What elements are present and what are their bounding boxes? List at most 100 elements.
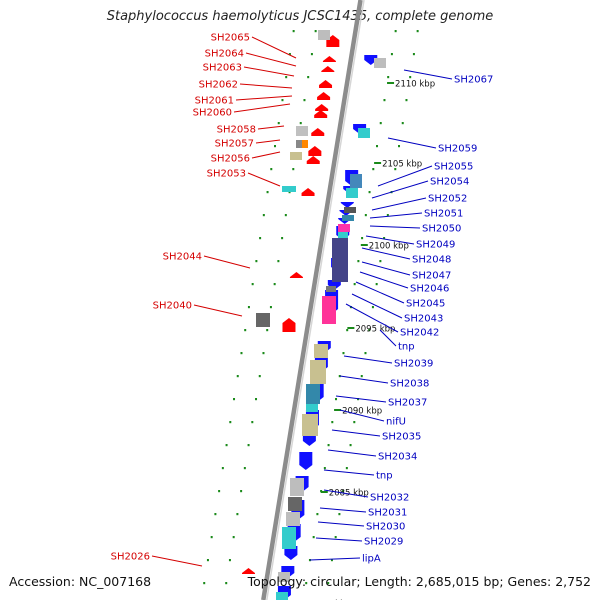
gene-feature-block	[358, 128, 370, 138]
reverse-gene-label-leader	[371, 180, 429, 199]
outer-track-left-dot	[225, 444, 228, 447]
reverse-gene-label: SH2042	[400, 328, 439, 339]
outer-track-left-dot	[210, 536, 213, 539]
reverse-gene-label-leader	[339, 375, 389, 384]
inner-track-left-dot	[243, 467, 246, 470]
outer-track-right-dot	[327, 582, 330, 585]
outer-track-right-dot	[379, 260, 382, 263]
inner-track-left-dot	[281, 237, 284, 240]
gene-feature-block	[318, 30, 330, 40]
reverse-gene-label: SH2045	[406, 299, 445, 310]
reverse-gene-arrow	[340, 202, 354, 208]
forward-gene-label: SH2053	[207, 169, 246, 180]
forward-gene-label-leader	[251, 151, 281, 159]
reverse-gene-arrow	[299, 452, 313, 470]
reverse-gene-label: SH2034	[378, 452, 417, 463]
inner-track-left-dot	[251, 421, 254, 424]
gene-feature-block	[290, 478, 304, 496]
gene-feature-block	[306, 404, 318, 412]
reverse-gene-label: SH2043	[404, 314, 443, 325]
kbp-label: 2105 kbp	[382, 160, 422, 170]
gene-feature-block	[256, 313, 270, 327]
reverse-gene-label: SH2050	[422, 224, 461, 235]
inner-track-right-dot	[361, 237, 364, 240]
outer-track-right-dot	[371, 306, 374, 309]
forward-gene-arrow	[289, 272, 303, 278]
gene-feature-block	[338, 224, 350, 232]
outer-track-left-dot	[203, 582, 206, 585]
outer-track-right-dot	[394, 168, 397, 171]
reverse-gene-label-leader	[387, 137, 437, 149]
kbp-label: 2100 kbp	[369, 242, 409, 252]
outer-track-left-dot	[285, 76, 288, 79]
forward-gene-arrow	[282, 318, 296, 332]
inner-track-right-dot	[379, 122, 382, 125]
forward-gene-label: SH2063	[203, 63, 242, 74]
outer-track-right-dot	[405, 99, 408, 102]
inner-track-right-dot	[323, 467, 326, 470]
reverse-gene-label: SH2049	[416, 240, 455, 251]
reverse-gene-label: SH2038	[390, 379, 429, 390]
genome-summary: Topology: circular; Length: 2,685,015 bp…	[247, 574, 591, 589]
inner-track-left-dot	[292, 168, 295, 171]
outer-track-left-dot	[255, 260, 258, 263]
reverse-gene-label: SH2037	[388, 398, 427, 409]
reverse-gene-label-leader	[351, 293, 403, 319]
genome-backbone-shadow	[266, 0, 365, 600]
inner-track-right-dot	[353, 283, 356, 286]
inner-track-right-dot	[346, 329, 349, 332]
forward-gene-arrow	[241, 568, 255, 574]
forward-gene-label: SH2062	[199, 80, 238, 91]
forward-gene-arrow	[311, 128, 325, 136]
reverse-gene-label: SH2048	[412, 255, 451, 266]
gene-feature-block	[350, 174, 362, 188]
outer-track-right-dot	[349, 444, 352, 447]
inner-track-right-dot	[383, 99, 386, 102]
forward-gene-arrow	[308, 146, 322, 156]
genome-backbone	[261, 0, 363, 600]
inner-track-right-dot	[331, 421, 334, 424]
forward-gene-arrow	[301, 188, 315, 196]
inner-track-left-dot	[284, 214, 287, 217]
outer-track-right-dot	[334, 536, 337, 539]
gene-feature-block	[290, 152, 302, 160]
forward-gene-label: SH2060	[193, 108, 232, 119]
reverse-gene-label-leader	[355, 281, 405, 304]
gene-feature-block	[326, 286, 336, 292]
gene-feature-block	[374, 58, 386, 68]
forward-gene-arrow	[315, 104, 329, 111]
outer-track-left-dot	[274, 145, 277, 148]
gene-feature-block	[314, 344, 328, 358]
gene-feature-block	[322, 296, 336, 324]
reverse-gene-label: SH2039	[394, 359, 433, 370]
gene-feature-block	[286, 512, 300, 526]
outer-track-right-dot	[412, 53, 415, 56]
reverse-gene-label-leader	[369, 212, 423, 219]
gene-feature-block	[332, 238, 348, 282]
reverse-gene-label-leader	[361, 261, 411, 276]
forward-gene-arrow	[314, 110, 328, 118]
outer-track-left-dot	[266, 191, 269, 194]
kbp-label: 2095 kbp	[355, 325, 395, 335]
forward-gene-label: SH2061	[195, 96, 234, 107]
forward-gene-label: SH2064	[205, 49, 244, 60]
outer-track-left-dot	[281, 99, 284, 102]
outer-track-right-dot	[368, 329, 371, 332]
outer-track-right-dot	[360, 375, 363, 378]
reverse-gene-arrow	[284, 546, 298, 560]
reverse-gene-label: SH2031	[368, 508, 407, 519]
reverse-gene-label: SH2051	[424, 209, 463, 220]
forward-gene-label: SH2057	[215, 139, 254, 150]
reverse-gene-label-leader	[403, 69, 453, 80]
gene-feature-block	[276, 592, 288, 600]
forward-gene-label-leader	[251, 36, 297, 59]
reverse-gene-label: SH2047	[412, 271, 451, 282]
gene-feature-block	[302, 414, 318, 436]
accession-text: Accession: NC_007168	[9, 574, 152, 589]
reverse-gene-label-leader	[359, 271, 409, 289]
forward-gene-label: SH2065	[211, 33, 250, 44]
forward-gene-arrow	[319, 80, 333, 88]
outer-track-right-dot	[330, 559, 333, 562]
inner-track-left-dot	[228, 559, 231, 562]
